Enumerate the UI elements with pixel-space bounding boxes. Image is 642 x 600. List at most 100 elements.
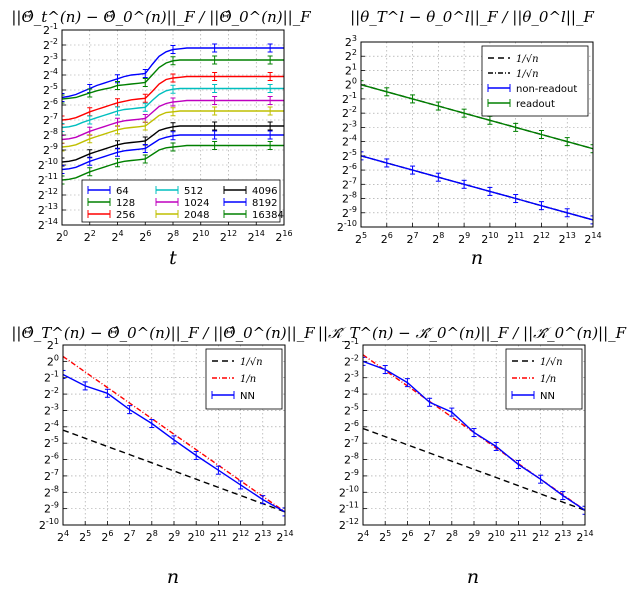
y-tick-label: 2-5 [344, 402, 359, 417]
error-bar [215, 465, 221, 475]
error-bar [267, 43, 273, 53]
y-tick-label: 2-9 [44, 501, 59, 516]
error-bar [62, 93, 65, 102]
y-tick-label: 2-5 [44, 435, 59, 450]
error-bar [62, 142, 65, 152]
panel-theta-vs-t: ||Θ̂_t^(n) − Θ̂_0^(n)||_F / ||Θ̂_0^(n)||… [11, 8, 311, 269]
x-tick-label: 212 [532, 529, 549, 544]
y-tick-label: 2-8 [43, 127, 58, 142]
error-bar [142, 144, 148, 153]
y-tick-label: 2-4 [43, 67, 58, 82]
y-tick-label: 2-5 [43, 82, 58, 97]
y-tick-label: 2-3 [342, 119, 357, 134]
y-tick-label: 2-12 [38, 187, 58, 202]
error-bar [193, 450, 199, 460]
error-bar [87, 167, 93, 177]
error-bar [384, 87, 390, 97]
panel-b-legend: 1/√n 1/√n non-readout readout [481, 45, 589, 117]
legend-label: NN [240, 391, 255, 402]
error-bar [238, 480, 244, 490]
panel-d-xlabel: n [467, 566, 479, 588]
y-tick-label: 2-10 [337, 219, 357, 234]
y-tick-label: 2-1 [344, 337, 359, 352]
error-bar [410, 165, 416, 175]
legend-label: 1/n [540, 374, 556, 385]
legend-item: 1/√n [512, 357, 563, 368]
x-tick-label: 214 [584, 231, 601, 246]
legend-item: 2048 [155, 210, 209, 221]
x-tick-label: 213 [554, 529, 571, 544]
x-tick-label: 20 [56, 229, 68, 244]
series-line-2048 [62, 110, 284, 148]
error-bar [170, 73, 176, 83]
y-tick-label: 2-5 [342, 148, 357, 163]
series-line-16384 [62, 144, 284, 181]
y-tick-label: 2-9 [342, 205, 357, 220]
error-bar [62, 165, 65, 174]
error-bar [410, 94, 416, 104]
error-bar [404, 378, 410, 388]
x-tick-label: 28 [167, 229, 179, 244]
error-bar [590, 144, 593, 154]
y-tick-label: 22 [345, 48, 357, 63]
legend-item: 8192 [223, 198, 277, 209]
x-tick-label: 213 [559, 231, 576, 246]
error-bar [87, 134, 93, 144]
legend-item: 1/√n [488, 54, 539, 65]
error-bar [538, 130, 544, 139]
legend-label: non-readout [516, 84, 577, 95]
error-bar [361, 80, 364, 90]
series-line-256 [62, 75, 284, 121]
x-tick-label: 213 [254, 529, 271, 544]
legend-item: 4096 [223, 186, 277, 197]
y-tick-label: 2-6 [43, 97, 58, 112]
x-tick-label: 26 [401, 529, 413, 544]
legend-label: 128 [116, 198, 135, 209]
error-bar [267, 84, 273, 93]
legend-item: 256 [87, 210, 135, 221]
panel-d-title: ||𝒦̂_T^(n) − 𝒦̂_0^(n)||_F / ||𝒦̂_0^(n)||… [318, 324, 627, 342]
y-tick-label: 2-2 [43, 37, 58, 52]
y-tick-label: 2-4 [344, 386, 359, 401]
legend-label: 64 [116, 186, 129, 197]
error-bar [171, 435, 177, 445]
error-bar [363, 356, 366, 366]
legend-item: 16384 [223, 210, 284, 221]
panel-c-xlabel: n [167, 566, 179, 588]
error-bar [212, 43, 218, 53]
error-bar [435, 101, 441, 111]
error-bar [142, 121, 148, 131]
error-bar [170, 97, 176, 107]
error-bar [115, 106, 120, 116]
error-bar [471, 428, 477, 438]
series-line-non-readout [361, 155, 593, 221]
panel-theta-layers-vs-n: ||θ_T^l − θ_0^l||_F / ||θ_0^l||_F 25 26 27… [337, 8, 602, 269]
error-bar [170, 45, 176, 54]
legend-item: 1/n [512, 374, 556, 385]
error-bar [127, 405, 133, 415]
series-line-128 [62, 59, 284, 100]
legend-item: 512 [155, 186, 203, 197]
y-tick-label: 23 [345, 34, 357, 49]
panel-ntk-vs-n: ||Θ̂_T^(n) − Θ̂_0^(n)||_F / ||Θ̂_0^(n)||… [11, 324, 315, 588]
error-bar [62, 94, 65, 104]
x-tick-label: 25 [379, 529, 391, 544]
error-bar [170, 56, 176, 66]
legend-item: readout [487, 99, 555, 110]
y-tick-label: 2-11 [339, 501, 359, 516]
error-bar [267, 96, 273, 105]
error-bar [435, 172, 441, 182]
legend-label: 16384 [252, 210, 284, 221]
error-bar [361, 151, 364, 161]
error-bar [267, 72, 273, 81]
legend-label: NN [540, 391, 555, 402]
error-bar [87, 156, 93, 166]
error-bar [142, 93, 148, 103]
x-tick-label: 28 [432, 231, 444, 246]
legend-label: 1/√n [540, 357, 563, 368]
x-tick-label: 24 [57, 529, 69, 544]
legend-label: 1/√n [516, 69, 539, 80]
series-line-1024 [62, 99, 284, 141]
error-bar [493, 441, 499, 451]
error-bar [513, 122, 519, 132]
